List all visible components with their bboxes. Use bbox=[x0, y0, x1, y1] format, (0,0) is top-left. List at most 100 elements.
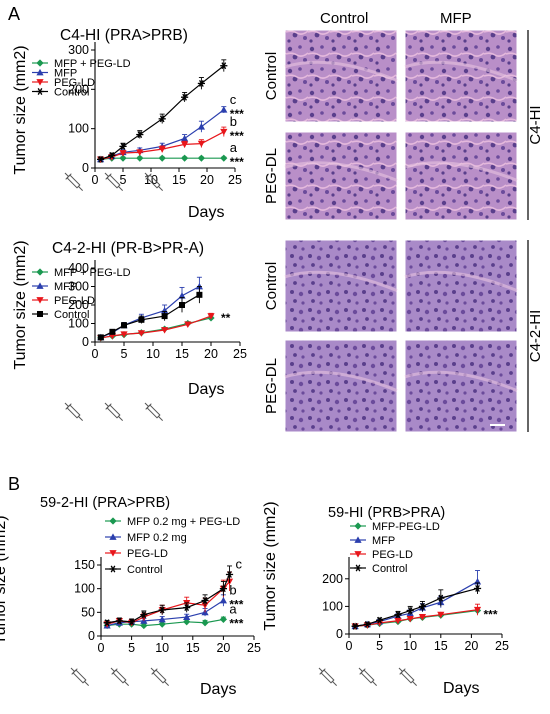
data-point bbox=[197, 140, 205, 148]
series-1 bbox=[351, 570, 482, 630]
data-point bbox=[201, 619, 209, 627]
data-point-stroke bbox=[221, 62, 227, 70]
data-point-stroke bbox=[407, 607, 413, 614]
histology-stroma-top-r0-c1 bbox=[404, 60, 518, 82]
legend-label: MFP + PEG-LD bbox=[54, 58, 131, 70]
data-point-stroke bbox=[475, 585, 480, 592]
histology-image-top-r1-c0 bbox=[284, 131, 398, 221]
histology-group-label-top: C4-HI bbox=[527, 105, 544, 144]
end-label: a bbox=[229, 601, 237, 616]
data-point bbox=[418, 602, 427, 610]
y-tick-label: 200 bbox=[68, 298, 89, 312]
x-tick-label: 5 bbox=[128, 641, 135, 655]
syringe-icon-plunger bbox=[64, 172, 69, 177]
x-tick-label: 10 bbox=[403, 639, 417, 653]
syringe-icon bbox=[150, 667, 170, 687]
series-line bbox=[106, 599, 224, 627]
data-point bbox=[136, 154, 144, 162]
data-point bbox=[158, 620, 166, 628]
syringe-icon-plunger bbox=[358, 667, 363, 672]
data-point bbox=[196, 291, 203, 298]
data-point bbox=[158, 146, 166, 153]
data-point bbox=[197, 154, 205, 162]
syringe-icon-barrel bbox=[106, 404, 121, 419]
syringe-icon-flange bbox=[145, 173, 152, 180]
legend-marker bbox=[36, 268, 44, 276]
x-tick-label: 20 bbox=[464, 639, 478, 653]
histology-image-bottom-r1-c0 bbox=[284, 339, 398, 433]
x-tick-label: 10 bbox=[144, 173, 158, 187]
syringe-icon bbox=[144, 402, 164, 422]
data-point bbox=[161, 327, 169, 334]
data-point bbox=[220, 154, 228, 162]
data-point-stroke bbox=[199, 79, 204, 87]
syringe-icon bbox=[110, 667, 130, 687]
syringe-icon bbox=[144, 172, 164, 192]
significance-label: *** bbox=[230, 107, 244, 121]
syringe-icon bbox=[104, 402, 124, 422]
y-tick-label: 0 bbox=[88, 629, 95, 643]
data-point bbox=[418, 614, 427, 621]
syringe-icon-barrel bbox=[72, 669, 87, 684]
histology-image-bottom-r0-c1 bbox=[404, 239, 518, 333]
x-tick-label: 10 bbox=[146, 347, 160, 361]
data-point bbox=[136, 149, 144, 156]
legend-marker bbox=[36, 79, 44, 86]
syringe-icon-plunger bbox=[144, 172, 149, 177]
significance-label: *** bbox=[230, 155, 244, 169]
x-axis-label: Days bbox=[200, 681, 236, 698]
series-0 bbox=[97, 314, 215, 342]
data-point bbox=[120, 331, 128, 338]
data-point bbox=[219, 615, 227, 624]
legend-marker bbox=[37, 311, 43, 317]
data-point bbox=[115, 617, 123, 625]
syringe-icon-barrel bbox=[106, 174, 121, 189]
chart-title: 59-HI (PRB>PRA) bbox=[328, 505, 445, 521]
end-label: b bbox=[230, 114, 237, 129]
significance-label: *** bbox=[484, 608, 498, 622]
syringe-icon-needle bbox=[372, 681, 378, 687]
data-point bbox=[219, 585, 227, 593]
x-tick-label: 0 bbox=[346, 639, 353, 653]
histology-row-label-top-control: Control bbox=[263, 52, 280, 100]
significance-label: *** bbox=[229, 598, 243, 612]
legend-marker bbox=[109, 565, 117, 573]
legend-marker bbox=[36, 88, 44, 95]
data-point bbox=[181, 134, 189, 142]
legend-label: Control bbox=[54, 87, 89, 99]
data-point-stroke bbox=[202, 597, 208, 604]
y-tick-label: 200 bbox=[322, 572, 343, 586]
data-point-stroke bbox=[98, 155, 103, 163]
legend-label: MFP bbox=[372, 535, 395, 547]
data-point bbox=[119, 142, 127, 150]
data-point bbox=[128, 618, 136, 626]
series-3 bbox=[351, 582, 482, 630]
data-point bbox=[108, 151, 116, 159]
x-axis-label: Days bbox=[188, 381, 224, 398]
legend-label: MFP + PEG-LD bbox=[54, 267, 131, 279]
syringe-icon-barrel bbox=[66, 404, 81, 419]
histology-row-label-top-pegdl: PEG-DL bbox=[263, 148, 280, 204]
data-point bbox=[219, 596, 227, 604]
histology-image-bottom-r0-c0 bbox=[284, 239, 398, 333]
syringe-icon bbox=[70, 667, 90, 687]
histology-group-label-bottom: C4-2-HI bbox=[527, 310, 544, 363]
legend-marker-stroke bbox=[110, 565, 116, 573]
syringe-icon-barrel bbox=[112, 669, 127, 684]
data-point bbox=[220, 128, 228, 136]
data-point bbox=[197, 123, 205, 130]
data-point bbox=[181, 93, 189, 101]
x-tick-label: 5 bbox=[121, 347, 128, 361]
y-tick-label: 50 bbox=[81, 605, 95, 619]
syringe-icon-needle bbox=[118, 186, 124, 192]
x-tick-label: 0 bbox=[98, 641, 105, 655]
data-point bbox=[394, 617, 402, 625]
data-point bbox=[158, 115, 166, 123]
y-axis-label: Tumor size (mm2) bbox=[12, 240, 29, 369]
x-tick-label: 5 bbox=[120, 173, 127, 187]
syringe-icon-barrel bbox=[152, 669, 167, 684]
x-tick-label: 0 bbox=[92, 347, 99, 361]
x-tick-label: 20 bbox=[216, 641, 230, 655]
y-tick-label: 300 bbox=[68, 43, 89, 57]
end-label: c bbox=[236, 556, 243, 571]
